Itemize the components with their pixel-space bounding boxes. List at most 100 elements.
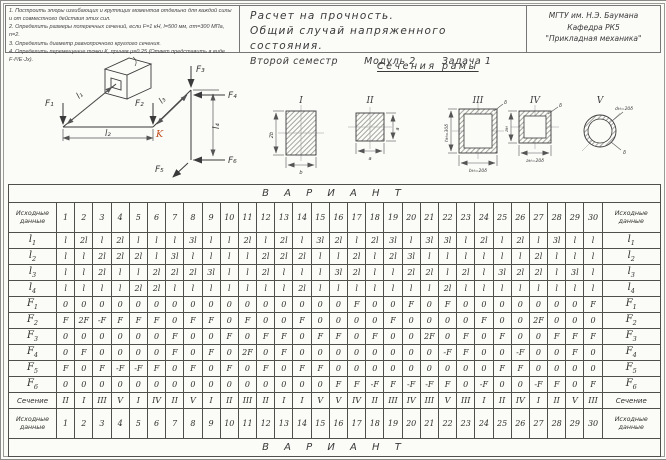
column-number: 21 bbox=[419, 202, 439, 233]
column-number: 9 bbox=[201, 408, 221, 439]
table-cell: 2l bbox=[110, 248, 130, 265]
table-cell: l bbox=[346, 280, 367, 297]
table-cell: l bbox=[110, 280, 130, 297]
column-number: 1 bbox=[55, 202, 76, 233]
title-line2: Общий случай напряженного состояния. bbox=[250, 24, 447, 52]
table-cell: l bbox=[510, 280, 530, 297]
column-number: 27 bbox=[528, 408, 549, 439]
table-cell: F bbox=[201, 344, 221, 361]
table-cell: 0 bbox=[565, 376, 585, 393]
section-dim-side: aн bbox=[505, 126, 510, 132]
table-cell: I bbox=[128, 392, 148, 409]
table-cell: III bbox=[383, 392, 403, 409]
table-cell: F bbox=[274, 344, 294, 361]
table-cell: l bbox=[310, 264, 330, 281]
table-cell: III bbox=[456, 392, 476, 409]
task-label: Задача 1 bbox=[441, 55, 492, 67]
table-cell: 0 bbox=[510, 296, 530, 313]
table-cell: l bbox=[456, 248, 476, 265]
column-number: 22 bbox=[437, 408, 458, 439]
title-sub: Второй семестр Модуль 2 Задача 1 bbox=[250, 55, 516, 68]
length-label-l4: l₄ bbox=[212, 123, 222, 129]
table-cell: F bbox=[55, 360, 76, 377]
table-cell: l bbox=[146, 248, 167, 265]
table-cell: 2l bbox=[401, 264, 421, 281]
table-cell: 0 bbox=[346, 328, 367, 345]
table-cell: III bbox=[583, 392, 603, 409]
table-cell: 0 bbox=[583, 360, 603, 377]
table-cell: I bbox=[74, 392, 94, 409]
table-cell: 0 bbox=[219, 312, 239, 329]
table-cell: 2l bbox=[256, 264, 276, 281]
table-cell: l bbox=[219, 280, 239, 297]
table-cell: 0 bbox=[547, 296, 567, 313]
table-cell: I bbox=[528, 392, 549, 409]
table-cell: l bbox=[383, 264, 403, 281]
column-number: 10 bbox=[219, 202, 239, 233]
table-cell: 0 bbox=[456, 376, 476, 393]
table-cell: 0 bbox=[256, 344, 276, 361]
variant-table: В А Р И А Н Т Исходные данные 1 2 3 4 5 6 7 8 9 10 1… bbox=[8, 184, 661, 457]
section-wall-label: δ bbox=[559, 103, 562, 109]
column-number: 9 bbox=[201, 202, 221, 233]
table-cell: 0 bbox=[492, 376, 512, 393]
column-number: 18 bbox=[365, 408, 385, 439]
table-cell: 2l bbox=[528, 264, 549, 281]
semester-label: Второй семестр bbox=[250, 55, 339, 67]
table-cell: 2l bbox=[346, 248, 367, 265]
table-cell: F bbox=[565, 328, 585, 345]
table-cell: F bbox=[219, 328, 239, 345]
table-cell: 2l bbox=[528, 248, 549, 265]
column-number: 14 bbox=[292, 202, 312, 233]
table-cell: F bbox=[583, 376, 603, 393]
table-cell: 0 bbox=[346, 360, 367, 377]
table-cell: 0 bbox=[310, 296, 330, 313]
instruction-item: 3. Определить диаметр равнопрочного круг… bbox=[9, 40, 161, 47]
table-cell: 0 bbox=[437, 328, 458, 345]
table-cell: IV bbox=[146, 392, 167, 409]
table-cell: l bbox=[456, 280, 476, 297]
row-label: F4 bbox=[601, 344, 661, 361]
table-cell: l bbox=[419, 280, 439, 297]
table-cell: l bbox=[219, 264, 239, 281]
table-cell: I bbox=[201, 392, 221, 409]
table-cell: 0 bbox=[55, 376, 76, 393]
row-label: F6 bbox=[601, 376, 661, 393]
table-cell: 0 bbox=[92, 344, 112, 361]
row-label: F5 bbox=[8, 360, 57, 377]
table-cell: F bbox=[256, 360, 276, 377]
column-number: 18 bbox=[365, 202, 385, 233]
column-number: 13 bbox=[274, 408, 294, 439]
row-label: l3 bbox=[601, 264, 661, 281]
column-number: 30 bbox=[583, 408, 603, 439]
table-cell: F bbox=[474, 312, 494, 329]
table-cell: 2l bbox=[92, 264, 112, 281]
table-cell: 0 bbox=[401, 328, 421, 345]
table-cell: 2l bbox=[74, 232, 94, 249]
table-cell: l bbox=[365, 248, 385, 265]
table-cell: 0 bbox=[292, 328, 312, 345]
table-cell: II bbox=[547, 392, 567, 409]
column-number: 15 bbox=[310, 202, 330, 233]
column-number: 12 bbox=[256, 202, 276, 233]
column-number: 6 bbox=[146, 408, 167, 439]
table-cell: 0 bbox=[510, 328, 530, 345]
column-number: 21 bbox=[419, 408, 439, 439]
table-cell: l bbox=[183, 280, 203, 297]
column-number: 5 bbox=[128, 202, 148, 233]
table-cell: 0 bbox=[256, 296, 276, 313]
table-cell: l bbox=[219, 232, 239, 249]
section-II: II a a bbox=[348, 96, 401, 162]
table-cell: 0 bbox=[583, 312, 603, 329]
column-number: 26 bbox=[510, 202, 530, 233]
table-cell: 0 bbox=[328, 296, 349, 313]
table-cell: 2l bbox=[146, 280, 167, 297]
table-cell: l bbox=[492, 232, 512, 249]
column-number: 28 bbox=[547, 408, 567, 439]
table-cell: l bbox=[165, 232, 185, 249]
row-label: F6 bbox=[8, 376, 57, 393]
table-cell: 0 bbox=[74, 296, 94, 313]
table-cell: 3l bbox=[419, 232, 439, 249]
table-cell: 0 bbox=[292, 296, 312, 313]
row-label: F3 bbox=[8, 328, 57, 345]
